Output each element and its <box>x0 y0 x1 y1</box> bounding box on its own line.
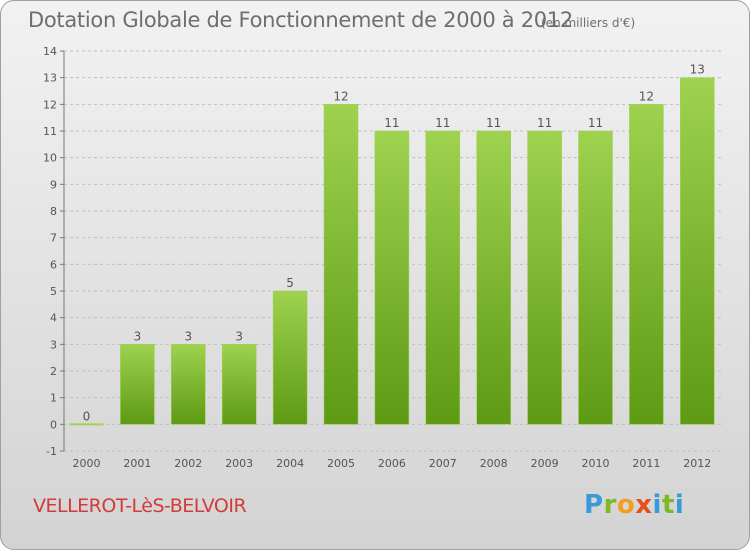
y-tick-label: 6 <box>50 258 57 271</box>
data-label: 0 <box>83 409 91 423</box>
data-label: 13 <box>690 63 705 77</box>
commune-name: VELLEROT-LèS-BELVOIR <box>33 495 247 517</box>
proxiti-logo: Proxiti <box>584 490 684 520</box>
x-tick-label: 2004 <box>276 457 304 470</box>
data-label: 12 <box>333 89 348 103</box>
bar <box>120 344 155 425</box>
x-tick-label: 2012 <box>683 457 711 470</box>
bar <box>527 130 562 425</box>
logo-letter: i <box>652 490 662 520</box>
logo-letter: x <box>635 490 653 520</box>
logo-letter: o <box>616 490 636 520</box>
data-label: 12 <box>639 89 654 103</box>
data-label: 11 <box>384 116 399 130</box>
bar <box>171 344 206 425</box>
bar <box>221 344 257 425</box>
x-tick-label: 2000 <box>73 457 101 470</box>
y-tick-label: 0 <box>50 418 57 431</box>
x-tick-label: 2008 <box>480 457 508 470</box>
logo-letter: P <box>584 490 604 520</box>
bar <box>425 130 461 425</box>
logo-letter: t <box>661 490 675 520</box>
y-tick-label: -1 <box>46 445 57 458</box>
data-label: 5 <box>286 276 294 290</box>
data-label: 11 <box>435 116 450 130</box>
y-tick-label: 1 <box>50 392 57 405</box>
bars <box>69 77 715 426</box>
y-tick-label: 7 <box>50 232 57 245</box>
data-label: 3 <box>184 329 192 343</box>
y-tick-label: 9 <box>50 178 57 191</box>
bar <box>323 104 359 425</box>
x-tick-label: 2005 <box>327 457 355 470</box>
x-tick-label: 2001 <box>123 457 151 470</box>
x-tick-label: 2002 <box>174 457 202 470</box>
bar <box>629 104 664 425</box>
x-tick-label: 2009 <box>531 457 559 470</box>
y-tick-label: 4 <box>50 312 57 325</box>
bar <box>374 130 410 425</box>
data-label: 3 <box>235 329 243 343</box>
x-tick-label: 2003 <box>225 457 253 470</box>
logo-letter: i <box>674 490 685 520</box>
y-tick-label: 2 <box>50 365 57 378</box>
x-tick-label: 2011 <box>632 457 660 470</box>
data-label: 3 <box>134 329 142 343</box>
x-tick-label: 2007 <box>429 457 457 470</box>
y-tick-label: 14 <box>43 45 57 58</box>
y-tick-label: 10 <box>43 152 57 165</box>
chart-title: Dotation Globale de Fonctionnement de 20… <box>28 8 573 32</box>
logo-letter: r <box>603 490 617 520</box>
data-label: 11 <box>486 116 501 130</box>
y-tick-label: 12 <box>43 98 57 111</box>
y-tick-label: 11 <box>43 125 57 138</box>
data-label: 11 <box>537 116 552 130</box>
chart-unit: (en milliers d'€) <box>541 16 636 30</box>
data-label: 11 <box>588 116 603 130</box>
x-tick-label: 2010 <box>582 457 610 470</box>
y-tick-label: 3 <box>50 338 57 351</box>
bar <box>680 77 715 425</box>
x-tick-label: 2006 <box>378 457 406 470</box>
y-tick-label: 8 <box>50 205 57 218</box>
y-tick-label: 5 <box>50 285 57 298</box>
bar <box>578 130 613 425</box>
bar <box>272 290 308 425</box>
bar <box>476 130 511 425</box>
y-tick-label: 13 <box>43 72 57 85</box>
data-labels: 0 3 3 3 5 12 11 11 11 11 11 12 13 <box>83 63 705 424</box>
x-axis: 2000 2001 2002 2003 2004 2005 2006 2007 2008 2009… <box>73 457 712 470</box>
